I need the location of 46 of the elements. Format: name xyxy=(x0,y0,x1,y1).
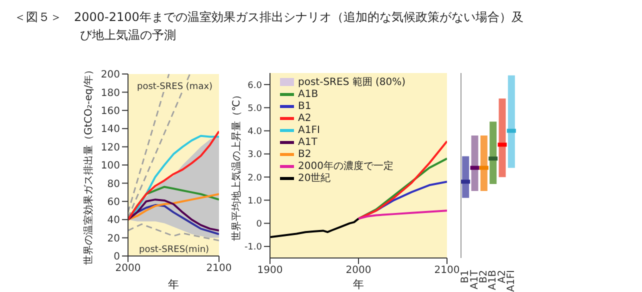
y-tick-label: 40 xyxy=(107,215,120,226)
x-tick-label: A1B xyxy=(488,270,499,290)
x-axis-title: 年 xyxy=(168,278,179,291)
y-tick-label: 20 xyxy=(107,233,120,244)
y-tick-label: 120 xyxy=(100,142,120,154)
y-tick-label: -1.0 xyxy=(244,242,262,253)
y-tick-label: 6.0 xyxy=(248,80,262,91)
x-tick-label: 2100 xyxy=(206,263,232,274)
x-tick-label: 2000 xyxy=(115,263,141,274)
x-tick-label: A1T xyxy=(469,269,480,290)
x-axis-title: 年 xyxy=(353,278,364,291)
y-axis-title: 世界の温室効果ガス排出量（GtCO₂-eq/年） xyxy=(82,64,95,266)
y-tick-label: 2.0 xyxy=(248,173,262,184)
y-axis-title: 世界平均地上気温の上昇量（℃） xyxy=(230,90,243,242)
legend-label: A1FI xyxy=(298,125,320,136)
y-tick-label: 0 xyxy=(256,220,262,230)
x-tick-label: 2100 xyxy=(434,265,460,276)
legend-label: A2 xyxy=(298,113,312,124)
y-tick-label: 4.0 xyxy=(248,127,262,138)
legend-label: 2000年の濃度で一定 xyxy=(298,161,394,172)
y-tick-label: 160 xyxy=(100,106,120,117)
y-tick-label: 100 xyxy=(100,160,120,172)
x-tick-label: 1900 xyxy=(257,265,283,276)
y-tick-label: 1.0 xyxy=(248,196,262,206)
legend-label: A1B xyxy=(298,89,318,100)
legend-label: post-SRES 範囲 (80%) xyxy=(298,77,406,88)
x-tick-label: A1FI xyxy=(506,270,517,292)
y-tick-label: 200 xyxy=(100,70,120,81)
y-tick-label: 80 xyxy=(107,178,120,190)
y-tick-label: 60 xyxy=(107,196,120,208)
y-tick-label: 140 xyxy=(100,124,120,136)
y-tick-label: 5.0 xyxy=(248,104,262,114)
y-tick-label: 0 xyxy=(114,252,120,263)
legend-label: B1 xyxy=(298,101,312,112)
y-tick-label: 3.0 xyxy=(248,150,262,160)
y-tick-label: 180 xyxy=(100,88,120,99)
legend-label: 20世紀 xyxy=(298,173,331,184)
legend-label: A1T xyxy=(298,137,318,148)
text: ＜図５＞ 2000-2100年までの温室効果ガス排出シナリオ（追加的な気候政策がない場合）及び地上気温の予測 xyxy=(14,9,524,44)
legend-label: B2 xyxy=(298,149,312,160)
x-tick-label: A2 xyxy=(496,270,508,284)
annotation: post-SRES(min) xyxy=(138,245,210,255)
x-tick-label: B1 xyxy=(460,270,472,284)
annotation: post-SRES (max) xyxy=(136,82,214,92)
x-tick-label: B2 xyxy=(478,270,490,284)
x-tick-label: 2000 xyxy=(346,265,372,276)
